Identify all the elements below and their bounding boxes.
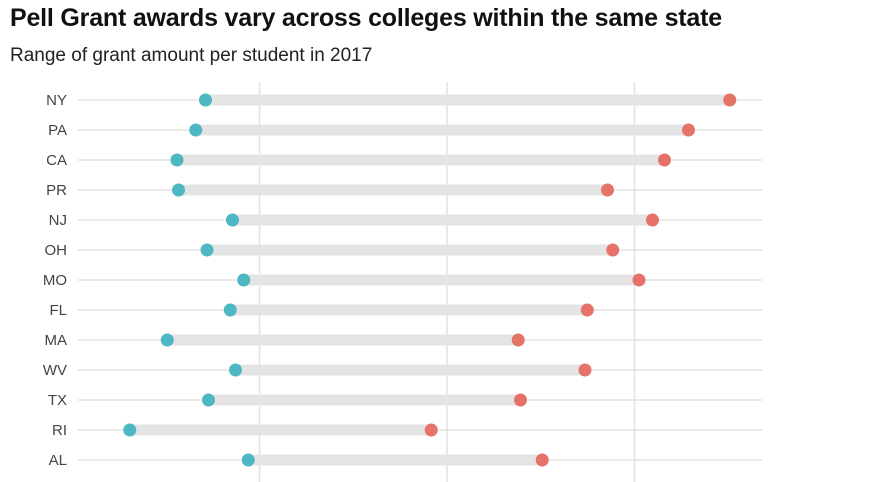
min-point-mo bbox=[237, 273, 251, 287]
state-label-tx: TX bbox=[48, 392, 67, 409]
max-point-ri bbox=[424, 423, 438, 437]
chart-subtitle: Range of grant amount per student in 201… bbox=[10, 45, 373, 66]
min-point-ny bbox=[199, 93, 212, 107]
max-point-tx bbox=[514, 393, 527, 407]
max-point-fl bbox=[580, 303, 594, 317]
min-point-fl bbox=[223, 303, 237, 317]
min-point-ma bbox=[160, 333, 174, 347]
max-point-oh bbox=[606, 243, 620, 257]
state-label-nj: NJ bbox=[49, 212, 67, 229]
max-point-wv bbox=[578, 363, 592, 377]
state-label-pr: PR bbox=[46, 182, 67, 199]
state-label-fl: FL bbox=[49, 302, 67, 319]
max-point-pr bbox=[601, 183, 614, 197]
min-point-pr bbox=[172, 183, 185, 197]
state-label-ma: MA bbox=[45, 332, 68, 349]
state-label-oh: OH bbox=[45, 242, 68, 259]
state-label-al: AL bbox=[49, 452, 67, 469]
min-point-oh bbox=[200, 243, 214, 257]
state-label-ny: NY bbox=[46, 92, 67, 109]
state-label-mo: MO bbox=[43, 272, 67, 289]
max-point-ny bbox=[723, 93, 737, 107]
min-point-ri bbox=[123, 423, 137, 437]
state-label-ri: RI bbox=[52, 422, 67, 439]
max-point-pa bbox=[682, 123, 695, 137]
state-label-wv: WV bbox=[43, 362, 67, 379]
max-point-mo bbox=[632, 273, 646, 287]
min-point-wv bbox=[229, 363, 242, 377]
max-point-ma bbox=[511, 333, 525, 347]
state-label-ca: CA bbox=[46, 152, 67, 169]
min-point-tx bbox=[202, 393, 215, 407]
max-point-ca bbox=[658, 153, 671, 167]
chart-title: Pell Grant awards vary across colleges w… bbox=[10, 4, 722, 32]
min-point-pa bbox=[189, 123, 203, 137]
min-point-al bbox=[241, 453, 255, 467]
max-point-nj bbox=[646, 213, 659, 227]
max-point-al bbox=[535, 453, 549, 467]
state-label-pa: PA bbox=[48, 122, 67, 139]
min-point-nj bbox=[226, 213, 239, 227]
min-point-ca bbox=[170, 153, 184, 167]
